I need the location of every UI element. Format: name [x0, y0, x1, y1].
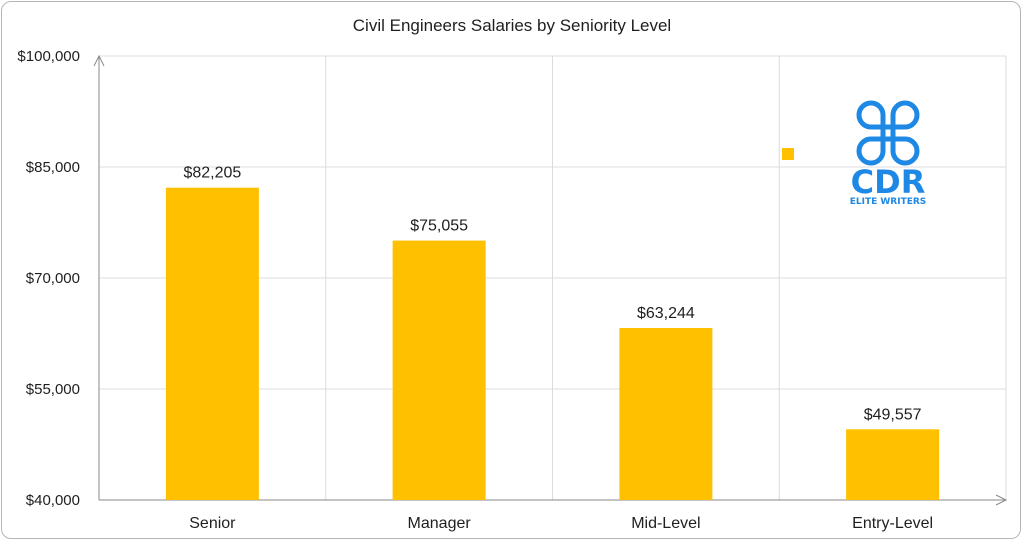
logo-subtext: ELITE WRITERS: [850, 197, 927, 207]
x-tick-label: Entry-Level: [852, 515, 933, 532]
data-label: $75,055: [410, 218, 468, 235]
x-tick-labels: Senior Manager Mid-Level Entry-Level: [189, 515, 933, 532]
legend-marker: [782, 148, 794, 160]
data-label: $63,244: [637, 305, 695, 322]
data-label: $49,557: [864, 406, 922, 423]
cdr-elite-writers-logo: CDR ELITE WRITERS: [850, 100, 927, 207]
x-axis-arrow: [995, 494, 1008, 506]
bar: [619, 327, 713, 500]
x-tick-label: Mid-Level: [631, 515, 700, 532]
bars: [165, 187, 940, 501]
logo-text: CDR: [851, 163, 926, 201]
y-tick-label: $70,000: [26, 270, 80, 287]
x-tick-label: Manager: [408, 515, 472, 532]
chart-title: Civil Engineers Salaries by Seniority Le…: [353, 16, 671, 35]
x-tick-label: Senior: [189, 515, 236, 532]
bar: [846, 429, 940, 500]
y-tick-label: $100,000: [17, 48, 80, 65]
y-axis-arrow: [93, 54, 105, 67]
y-tick-labels: $40,000 $55,000 $70,000 $85,000 $100,000: [17, 48, 80, 509]
y-tick-label: $85,000: [26, 159, 80, 176]
y-tick-label: $40,000: [26, 492, 80, 509]
data-label: $82,205: [183, 165, 241, 182]
y-tick-label: $55,000: [26, 381, 80, 398]
data-labels: $82,205 $75,055 $63,244 $49,557: [183, 165, 921, 424]
bar: [165, 187, 259, 501]
bar: [392, 240, 486, 500]
